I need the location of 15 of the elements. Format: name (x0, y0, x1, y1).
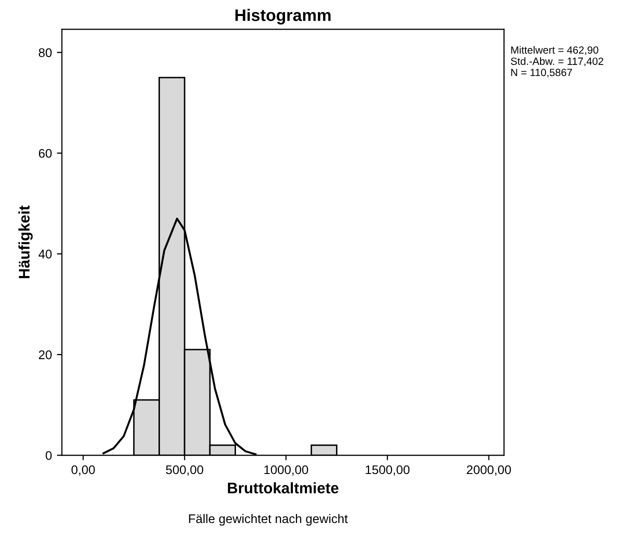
y-tick-label: 40 (38, 250, 52, 259)
y-tick-label: 80 (38, 48, 52, 58)
x-tick-label: 1500,00 (366, 465, 410, 476)
y-tick-label: 60 (38, 148, 52, 158)
x-tick-label: 0,00 (72, 465, 95, 476)
y-axis-title: Häufigkeit (18, 206, 33, 278)
x-tick-label: 1000,00 (264, 465, 308, 476)
text: Mittelwert = 462,90 Std.-Abw. = 117,402 N = 110,5867 (510, 46, 604, 78)
y-tick-label: 0 (46, 451, 52, 460)
x-tick-label: 2000,00 (466, 465, 511, 476)
x-axis-title: Bruttokaltmiete (228, 482, 338, 494)
text: Fälle gewichtet nach gewicht (189, 514, 348, 526)
y-tick-label: 20 (38, 350, 52, 360)
x-tick-label: 500,00 (166, 465, 204, 476)
chart-title: Histogramm (235, 8, 331, 24)
